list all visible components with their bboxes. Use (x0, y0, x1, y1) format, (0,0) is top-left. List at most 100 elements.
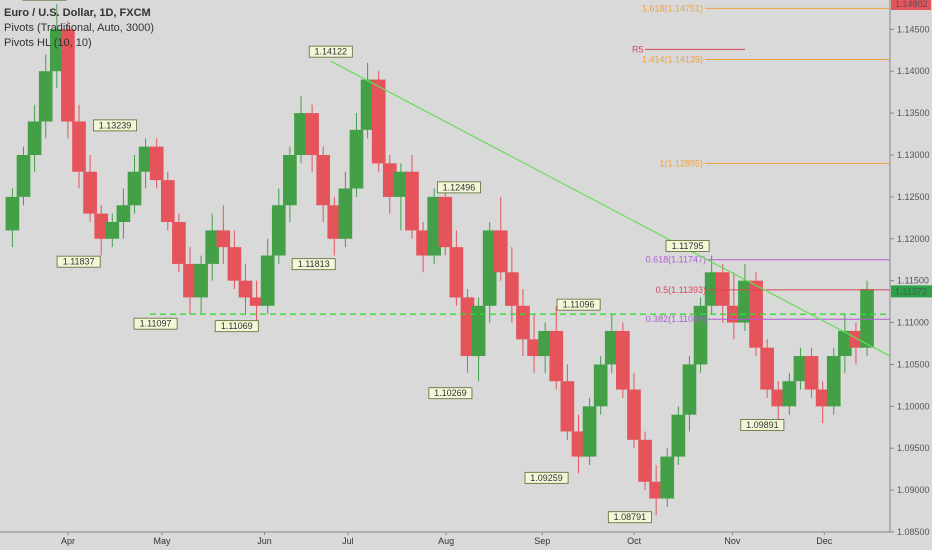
fib-level-label: 1.618(1.14751) (642, 3, 703, 13)
candle-body (5, 196, 20, 231)
plot-area (0, 0, 890, 532)
candle-body (838, 330, 852, 357)
candle-body (16, 154, 31, 197)
pivot-low-label: 1.10269 (434, 388, 467, 398)
pivot-high-tag (665, 240, 710, 252)
candle-body (283, 154, 297, 206)
fib-level-label: 0.618(1.11747) (646, 255, 706, 265)
y-tick-label: 1.10000 (897, 401, 930, 411)
x-tick-label: Nov (724, 536, 741, 546)
pivot-low-label: 1.11097 (140, 319, 172, 329)
pivot-low-tag (428, 387, 473, 400)
candle-body (493, 230, 508, 273)
candle-body (560, 381, 575, 432)
candle-body (94, 213, 109, 239)
y-tick-label: 1.13000 (897, 150, 930, 160)
candle-body (693, 305, 708, 365)
candle-body (604, 330, 619, 365)
pivot-low-label: 1.09891 (746, 420, 779, 430)
pivot-high-label: 1.12496 (443, 182, 476, 192)
candle-body (83, 171, 97, 214)
candle-body (627, 389, 641, 440)
candle-body (638, 439, 652, 482)
candle-body (849, 330, 863, 348)
candle-body (815, 389, 830, 407)
y-tick-label: 1.14000 (897, 66, 930, 76)
candle-body (571, 431, 586, 457)
candle-body (760, 347, 774, 390)
candle-body (27, 121, 42, 155)
candle-body (38, 71, 53, 122)
candle-body (860, 289, 874, 348)
candle-body (227, 247, 242, 281)
candle-body (183, 263, 197, 298)
pivot-high-tag (308, 45, 353, 58)
candles-group (5, 4, 874, 516)
candle-body (371, 79, 386, 164)
candle-body (138, 146, 153, 172)
candle-body (671, 414, 686, 457)
candle-body (327, 205, 342, 239)
pivot-high-tag (556, 298, 601, 311)
candle-body (149, 146, 164, 181)
x-tick-label: May (153, 536, 171, 546)
candle-body (72, 121, 86, 172)
candle-body (127, 171, 142, 206)
x-tick-label: Apr (61, 536, 75, 546)
candle-body (338, 188, 353, 239)
candle-body (360, 79, 375, 130)
pivot-low-label: 1.11069 (221, 321, 253, 331)
candle-body (116, 205, 131, 223)
candle-body (649, 481, 663, 499)
candle-body (826, 356, 841, 407)
candle-body (505, 272, 519, 306)
candle-body (616, 330, 630, 390)
y-tick-label: 1.11500 (897, 276, 929, 286)
trend-line (330, 60, 891, 357)
fib-level-label: 0.5(1.11393) (656, 285, 706, 295)
candle-body (715, 272, 730, 306)
current-price-tag (891, 285, 932, 298)
candle-body (482, 230, 497, 306)
x-tick-label: Oct (627, 536, 642, 546)
y-tick-label: 1.11000 (897, 318, 929, 328)
candle-body (172, 222, 186, 264)
candle-body (260, 255, 275, 306)
candle-body (804, 356, 819, 390)
candle-body (516, 305, 530, 340)
candle-body (194, 263, 208, 298)
candle-body (793, 356, 808, 382)
fib-level-label: R5 (632, 44, 644, 54)
x-tick-label: Dec (816, 536, 833, 546)
candle-body (61, 29, 75, 122)
candle-body (238, 280, 253, 298)
pivot-high-label: 1.11096 (563, 300, 595, 310)
pivot-low-tag (291, 258, 336, 271)
pivot-low-tag (214, 320, 259, 333)
candle-body (704, 272, 719, 306)
candle-body (438, 196, 453, 248)
y-tick-label: 1.09500 (897, 443, 930, 453)
candle-body (549, 330, 564, 382)
y-tick-label: 1.08500 (897, 527, 930, 537)
pivot-high-tag (93, 119, 137, 132)
pivot-low-tag (607, 511, 652, 524)
candle-body (527, 339, 541, 357)
candle-body (349, 129, 364, 189)
y-tick-label: 1.09000 (897, 485, 930, 495)
fib-level-label: 0.382(1.11039) (646, 314, 706, 324)
candle-body (416, 230, 430, 256)
candle-body (405, 171, 419, 231)
pivot-low-tag (740, 419, 785, 431)
x-tick-label: Sep (534, 536, 550, 546)
candle-body (316, 154, 331, 206)
candle-body (593, 364, 608, 407)
candle-body (460, 297, 475, 357)
x-tick-label: Jul (342, 536, 354, 546)
candle-body (382, 163, 397, 197)
y-tick-label: 1.13500 (897, 108, 930, 118)
y-tick-label: 1.10500 (897, 359, 930, 369)
y-tick-label: 1.14802 (895, 0, 928, 9)
pivot-low-label: 1.11837 (63, 257, 95, 267)
